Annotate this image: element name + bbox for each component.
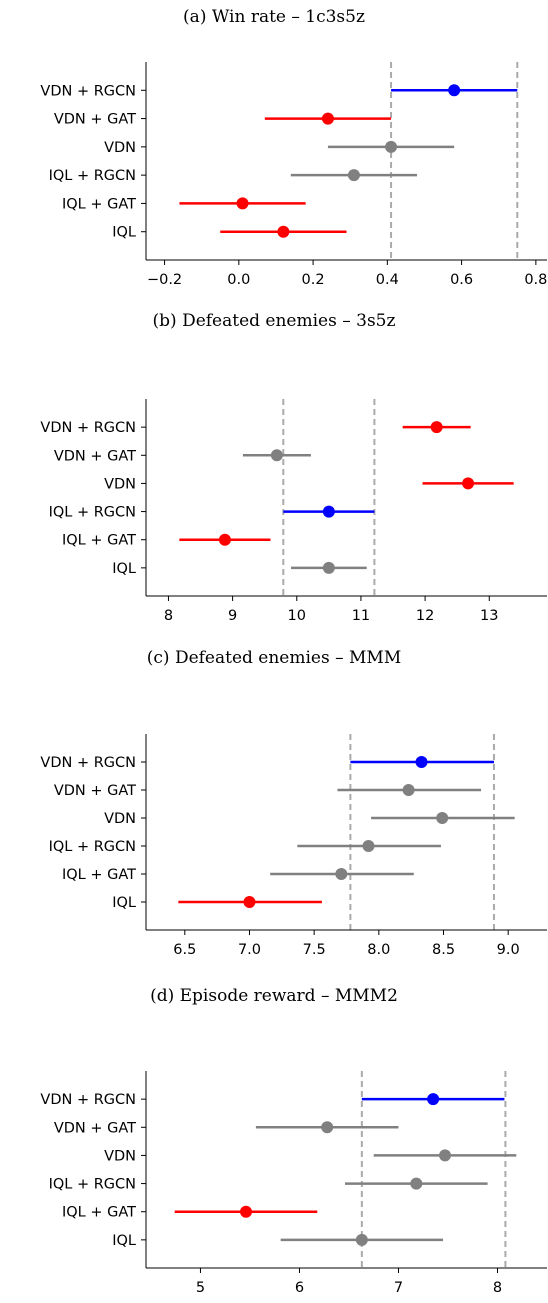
- x-tick-label: 0.6: [450, 272, 473, 288]
- x-tick-label: 8: [164, 608, 173, 624]
- mean-point: [410, 1177, 423, 1190]
- mean-point: [236, 197, 249, 210]
- y-tick-label: VDN + RGCN: [40, 755, 136, 771]
- y-tick-label: IQL + GAT: [62, 533, 136, 549]
- y-tick-label: VDN: [104, 476, 136, 492]
- y-tick-label: VDN + RGCN: [40, 1092, 136, 1108]
- mean-point: [415, 756, 428, 768]
- x-tick-label: 8.0: [367, 942, 390, 958]
- x-tick-label: 0.0: [227, 272, 250, 288]
- x-tick-label: 6.5: [173, 942, 196, 958]
- panel-title: (d) Episode reward – MMM2: [150, 986, 398, 1006]
- mean-point: [243, 896, 256, 908]
- y-tick-label: IQL + RGCN: [49, 168, 136, 184]
- mean-point: [385, 140, 398, 153]
- mean-point: [355, 1233, 368, 1246]
- x-tick-label: 7.5: [303, 942, 326, 958]
- mean-point: [430, 421, 443, 434]
- mean-point: [335, 868, 348, 880]
- y-tick-label: VDN: [104, 140, 136, 156]
- x-tick-label: 8.5: [432, 942, 455, 958]
- mean-point: [321, 1121, 334, 1134]
- y-tick-label: VDN + GAT: [54, 448, 136, 464]
- y-tick-label: VDN: [104, 811, 136, 827]
- panel-title: (c) Defeated enemies – MMM: [147, 648, 402, 668]
- mean-point: [240, 1205, 253, 1218]
- mean-point: [462, 477, 475, 490]
- y-tick-label: IQL: [112, 225, 136, 241]
- mean-point: [321, 112, 334, 125]
- mean-point: [277, 225, 290, 238]
- y-tick-label: IQL + RGCN: [49, 1177, 136, 1193]
- y-tick-label: IQL + GAT: [62, 1205, 136, 1221]
- y-tick-label: VDN + GAT: [54, 783, 136, 799]
- y-tick-label: IQL: [112, 561, 136, 577]
- x-tick-label: 9.0: [497, 942, 520, 958]
- x-tick-label: −0.2: [147, 272, 182, 288]
- mean-point: [322, 505, 335, 518]
- x-tick-label: 11: [352, 608, 370, 624]
- x-tick-label: 0.2: [302, 272, 325, 288]
- mean-point: [402, 784, 415, 796]
- x-tick-label: 10: [288, 608, 306, 624]
- mean-point: [427, 1093, 440, 1106]
- x-tick-label: 5: [196, 1280, 205, 1296]
- x-tick-label: 9: [228, 608, 237, 624]
- x-tick-label: 7.0: [238, 942, 261, 958]
- x-tick-label: 0.8: [524, 272, 547, 288]
- y-tick-label: VDN + RGCN: [40, 83, 136, 99]
- y-tick-label: IQL + RGCN: [49, 839, 136, 855]
- y-tick-label: VDN + RGCN: [40, 420, 136, 436]
- y-tick-label: IQL + GAT: [62, 867, 136, 883]
- y-tick-label: VDN + GAT: [54, 1120, 136, 1136]
- x-tick-label: 8: [493, 1280, 502, 1296]
- y-tick-label: IQL + RGCN: [49, 505, 136, 521]
- mean-point: [448, 84, 461, 97]
- x-tick-label: 12: [416, 608, 434, 624]
- panel-title: (b) Defeated enemies – 3s5z: [153, 311, 396, 331]
- mean-point: [439, 1149, 452, 1162]
- mean-point: [362, 840, 375, 852]
- y-tick-label: VDN + GAT: [54, 112, 136, 128]
- x-tick-label: 13: [480, 608, 498, 624]
- y-tick-label: IQL: [112, 1233, 136, 1249]
- y-tick-label: IQL: [112, 895, 136, 911]
- x-tick-label: 6: [295, 1280, 304, 1296]
- y-tick-label: VDN: [104, 1148, 136, 1164]
- mean-point: [218, 533, 231, 546]
- mean-point: [322, 561, 335, 574]
- mean-point: [436, 812, 449, 824]
- panel-title: (a) Win rate – 1c3s5z: [183, 7, 365, 27]
- y-tick-label: IQL + GAT: [62, 196, 136, 212]
- x-tick-label: 0.4: [376, 272, 399, 288]
- x-tick-label: 7: [394, 1280, 403, 1296]
- mean-point: [347, 169, 360, 182]
- mean-point: [270, 449, 283, 462]
